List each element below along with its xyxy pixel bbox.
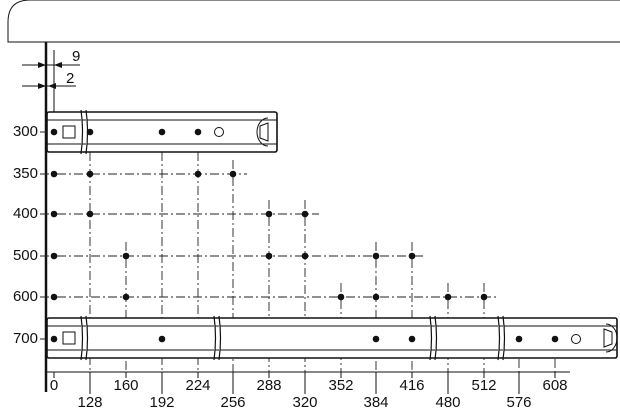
hole [50,170,58,178]
hole [372,335,380,343]
slide-rail [46,315,618,361]
column-label: 224 [185,377,210,394]
column-label: 0 [50,377,58,394]
column-label: 384 [363,394,388,409]
hole [265,252,273,260]
hole [444,293,452,301]
hole [372,293,380,301]
hole [50,335,58,343]
open-hole [571,334,581,344]
hole [408,252,416,260]
hole [86,210,94,218]
column-label: 320 [292,394,317,409]
arrow [38,62,46,68]
hole [229,170,237,178]
hole [122,293,130,301]
hole [515,335,523,343]
row-label: 300 [13,123,38,140]
hole [301,252,309,260]
hole [194,170,202,178]
hole [265,210,273,218]
hole [480,293,488,301]
open-hole [214,127,224,137]
dimension-label: 2 [66,70,74,87]
column-label: 160 [113,377,138,394]
column-label: 512 [471,377,496,394]
column-label: 256 [220,394,245,409]
column-label: 480 [435,394,460,409]
hole [158,128,166,136]
cabinet-top [7,0,620,43]
column-label: 352 [328,377,353,394]
row-label: 400 [13,205,38,222]
column-label: 192 [149,394,174,409]
column-label: 608 [542,377,567,394]
row-label: 600 [13,288,38,305]
hole [50,293,58,301]
hole [372,252,380,260]
arrow [48,83,56,89]
dimension-label: 9 [72,48,80,65]
arrow [54,62,62,68]
hole [86,170,94,178]
hole [158,335,166,343]
hole [86,128,94,136]
hole [122,252,130,260]
hole [50,210,58,218]
hole [551,335,559,343]
hole [50,128,58,136]
column-label: 416 [399,377,424,394]
hole [50,252,58,260]
row-label: 350 [13,165,38,182]
column-label: 128 [77,394,102,409]
row-label: 700 [13,330,38,347]
column-label: 288 [256,377,281,394]
hole [408,335,416,343]
hole [337,293,345,301]
arrow [38,83,46,89]
row-label: 500 [13,247,38,264]
hole [194,128,202,136]
hole [301,210,309,218]
column-label: 576 [506,394,531,409]
